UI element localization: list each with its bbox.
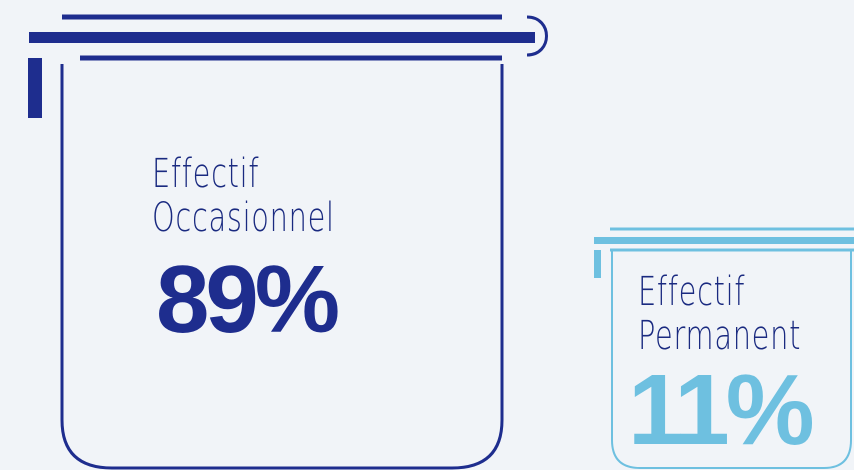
label-permanent-line2: Permanent [638,314,801,358]
label-occasionnel-line1: Effectif [152,152,335,196]
jar-occasionnel [28,17,547,468]
jar-permanent-lid-bar [594,237,854,244]
label-effectif-occasionnel: Effectif Occasionnel [152,152,335,240]
jar-occasionnel-side-tab [28,58,42,118]
value-effectif-permanent: 11% [628,360,811,460]
jar-occasionnel-lid-bar [29,32,535,43]
value-effectif-occasionnel: 89% [156,252,336,348]
label-permanent-line1: Effectif [638,270,801,314]
label-effectif-permanent: Effectif Permanent [638,270,801,358]
label-occasionnel-line2: Occasionnel [152,196,335,240]
jar-permanent-side-tab [594,250,601,278]
